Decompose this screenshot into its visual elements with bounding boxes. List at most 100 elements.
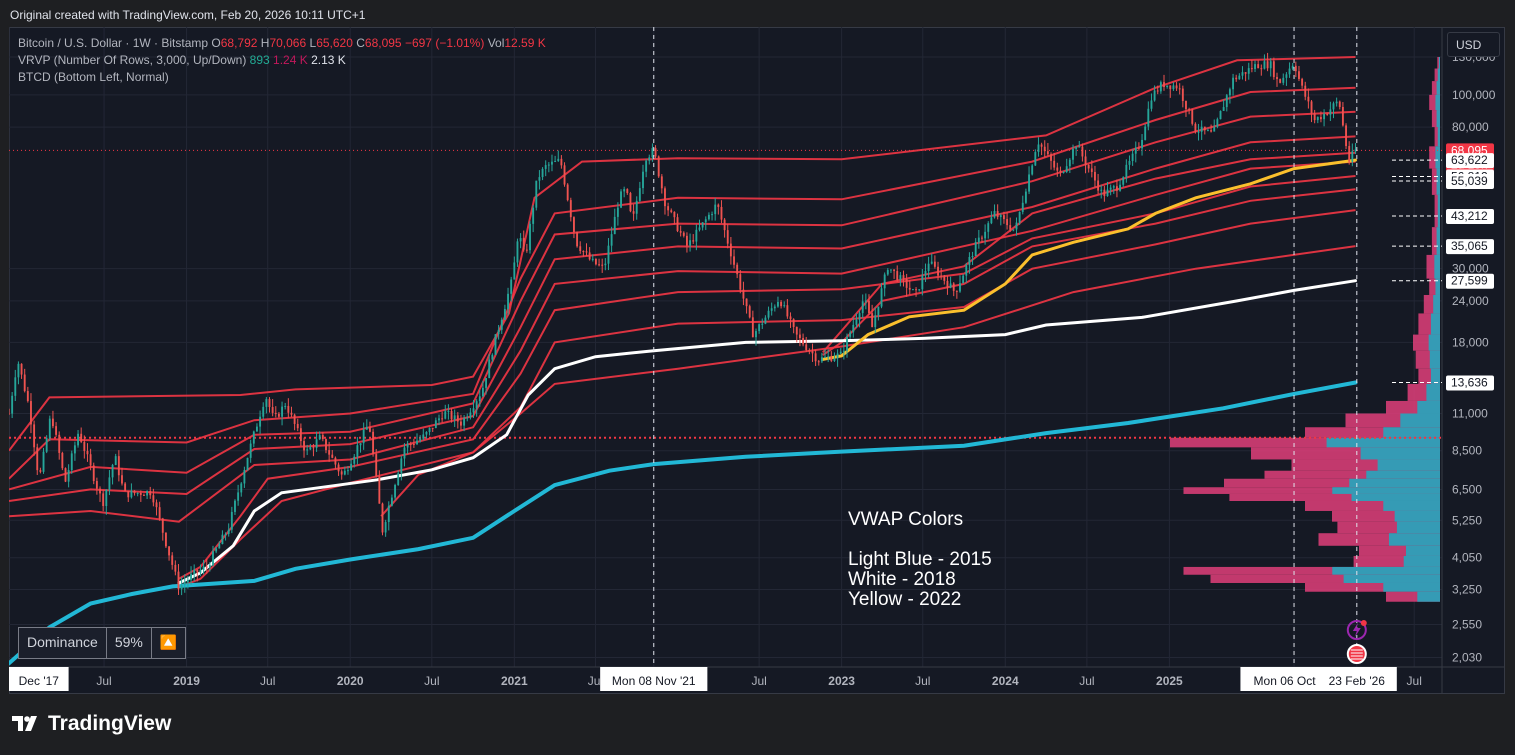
candle (620, 189, 622, 209)
candle-body (808, 349, 811, 352)
price-chart[interactable]: 130,000100,00080,00030,00024,00018,00011… (9, 27, 1505, 694)
candle-body (89, 454, 92, 466)
candle-body (368, 426, 371, 432)
candle (133, 490, 136, 496)
candle (161, 517, 164, 541)
candle-body (1354, 149, 1357, 152)
candle (607, 238, 610, 271)
candle-body (475, 401, 478, 409)
candle-body (328, 450, 331, 455)
time-tick-label: 2019 (173, 674, 200, 688)
volume-profile-row-up (1436, 110, 1440, 128)
us-flag-event-icon (1346, 644, 1367, 664)
candle (1031, 164, 1034, 176)
annotation-line-2: White - 2018 (848, 569, 956, 590)
candle-body (1323, 113, 1326, 120)
candle-body (877, 306, 880, 316)
price-tick-label: 2,030 (1452, 650, 1482, 664)
candle (58, 431, 61, 460)
candle (218, 541, 221, 549)
candle (343, 466, 346, 476)
candle-body (946, 280, 949, 288)
candle-body (742, 289, 745, 299)
candle (1304, 81, 1307, 101)
time-marker-label: 23 Feb '26 (1329, 674, 1386, 688)
candle (387, 501, 390, 531)
candle (9, 408, 10, 415)
volume-profile-row-up (1437, 127, 1440, 147)
candle (234, 499, 236, 515)
volume-profile-row-up (1383, 427, 1440, 438)
candle-body (714, 204, 717, 215)
vrvp-legend-row[interactable]: VRVP (Number Of Rows, 3,000, Up/Down) 89… (18, 52, 546, 69)
candle-body (381, 503, 384, 533)
candle-body (77, 433, 79, 446)
candle-body (268, 399, 271, 408)
candle (1313, 109, 1316, 124)
symbol-title[interactable]: Bitcoin / U.S. Dollar · 1W · Bitstamp (18, 36, 209, 50)
candle (745, 298, 748, 314)
volume-profile-row-down (1183, 566, 1440, 575)
candle-body (959, 283, 961, 292)
candle-body (39, 470, 42, 472)
candle-body (394, 485, 396, 498)
candle (551, 154, 553, 172)
vwap-band-line (380, 245, 1356, 517)
candle (475, 399, 478, 417)
candle (585, 243, 588, 256)
candle-body (36, 447, 39, 471)
candle (95, 477, 98, 495)
candle (1341, 102, 1344, 127)
candle (858, 310, 861, 328)
candle (522, 230, 525, 252)
candle (406, 440, 409, 455)
candle-body (952, 283, 955, 291)
candle (1141, 134, 1143, 156)
candle-body (1288, 68, 1291, 75)
candle-body (234, 500, 236, 512)
candle (996, 204, 999, 220)
volume-profile-row-up (1434, 254, 1440, 279)
vwap-annotation[interactable]: VWAP Colors Light Blue - 2015 White - 20… (848, 510, 992, 610)
candle-body (136, 492, 139, 494)
btcd-label[interactable]: BTCD (Bottom Left, Normal) (18, 70, 169, 84)
candle (353, 454, 356, 468)
vrvp-label[interactable]: VRVP (Number Of Rows, 3,000, Up/Down) (18, 53, 247, 67)
volume-profile-row-up (1343, 574, 1440, 583)
symbol-legend-row[interactable]: Bitcoin / U.S. Dollar · 1W · Bitstamp O6… (18, 35, 546, 52)
candle (1172, 82, 1175, 91)
candle (761, 318, 764, 329)
candle (14, 369, 17, 401)
candle (707, 212, 710, 221)
candle-body (1313, 113, 1316, 121)
candle-body (802, 338, 805, 345)
price-mark-box (1446, 375, 1494, 391)
candle (277, 411, 280, 418)
candle-body (1122, 177, 1125, 185)
tradingview-logo-icon (12, 716, 37, 731)
volume-profile-row-up (1437, 68, 1440, 82)
candle-body (1266, 61, 1269, 69)
candle-body (937, 266, 939, 276)
candle (1012, 229, 1015, 232)
candle-body (9, 413, 10, 415)
candle (981, 235, 983, 243)
candle (1040, 142, 1043, 156)
candle-body (99, 488, 101, 494)
candle-body (623, 189, 626, 192)
candle-body (1112, 186, 1115, 188)
candle-body (230, 511, 233, 530)
candle (397, 470, 400, 486)
candle-body (1109, 187, 1112, 190)
candle-body (23, 374, 26, 392)
candle-body (820, 357, 823, 362)
candle (89, 448, 92, 471)
candle (1090, 160, 1093, 178)
candle (689, 233, 692, 252)
currency-button[interactable]: USD (1447, 32, 1500, 57)
volume-profile-row-up (1332, 566, 1440, 575)
candle-body (1254, 64, 1256, 69)
candle (20, 363, 23, 379)
volume-profile-row-down (1332, 510, 1440, 522)
btcd-legend-row[interactable]: BTCD (Bottom Left, Normal) (18, 69, 546, 86)
